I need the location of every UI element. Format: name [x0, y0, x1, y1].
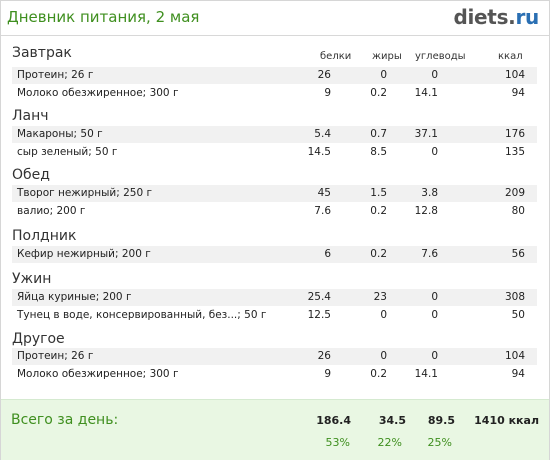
food-carbs: 3.8	[421, 187, 438, 199]
food-row[interactable]: сыр зеленый; 50 г 14.5 8.5 0 135	[12, 144, 537, 161]
food-protein: 45	[317, 187, 331, 199]
diary-header: Дневник питания, 2 мая diets.ru	[1, 1, 549, 36]
day-totals: Всего за день: 186.4 34.5 89.5 1410 ккал…	[1, 399, 549, 460]
food-row[interactable]: Молоко обезжиренное; 300 г 9 0.2 14.1 94	[12, 366, 537, 383]
food-carbs: 0	[431, 291, 438, 303]
food-protein: 5.4	[314, 128, 331, 140]
food-name: Протеин; 26 г	[17, 69, 94, 81]
logo-dot: .	[508, 5, 516, 29]
food-carbs: 12.8	[414, 205, 438, 217]
food-name: Протеин; 26 г	[17, 350, 94, 362]
totals-label: Всего за день:	[11, 412, 119, 428]
food-name: Творог нежирный; 250 г	[17, 187, 152, 199]
col-header-kcal: ккал	[498, 51, 523, 62]
food-row[interactable]: Протеин; 26 г 26 0 0 104	[12, 348, 537, 365]
food-row[interactable]: Тунец в воде, консервированный, без...; …	[12, 307, 537, 324]
col-header-carbs: углеводы	[415, 51, 466, 62]
food-row[interactable]: Протеин; 26 г 26 0 0 104	[12, 67, 537, 84]
food-kcal: 80	[511, 205, 525, 217]
food-kcal: 176	[504, 128, 525, 140]
meal-title: Обед	[12, 167, 50, 183]
meal-title: Другое	[12, 331, 65, 347]
food-carbs: 14.1	[414, 87, 438, 99]
food-fat: 0.7	[370, 128, 387, 140]
food-fat: 0.2	[370, 205, 387, 217]
food-name: валио; 200 г	[17, 205, 86, 217]
meal-title: Завтрак	[12, 45, 72, 61]
protein-percent: 53%	[325, 436, 350, 449]
food-name: Кефир нежирный; 200 г	[17, 248, 151, 260]
food-protein: 26	[317, 69, 331, 81]
food-kcal: 104	[504, 350, 525, 362]
food-kcal: 209	[504, 187, 525, 199]
food-kcal: 94	[511, 368, 525, 380]
food-fat: 8.5	[370, 146, 387, 158]
food-protein: 26	[317, 350, 331, 362]
total-kcal: 1410 ккал	[474, 414, 539, 427]
food-name: Тунец в воде, консервированный, без...; …	[17, 309, 267, 321]
food-fat: 0	[380, 350, 387, 362]
food-fat: 23	[373, 291, 387, 303]
food-protein: 7.6	[314, 205, 331, 217]
col-header-fat: жиры	[372, 51, 402, 62]
food-kcal: 135	[504, 146, 525, 158]
logo-main: diets	[453, 5, 509, 29]
food-name: Яйца куриные; 200 г	[17, 291, 132, 303]
food-kcal: 50	[511, 309, 525, 321]
meal-title: Полдник	[12, 228, 77, 244]
food-fat: 1.5	[370, 187, 387, 199]
fat-percent: 22%	[377, 436, 402, 449]
food-row[interactable]: Кефир нежирный; 200 г 6 0.2 7.6 56	[12, 246, 537, 263]
food-protein: 14.5	[307, 146, 331, 158]
food-row[interactable]: Молоко обезжиренное; 300 г 9 0.2 14.1 94	[12, 85, 537, 102]
food-carbs: 37.1	[414, 128, 438, 140]
food-protein: 9	[324, 368, 331, 380]
food-name: Молоко обезжиренное; 300 г	[17, 368, 179, 380]
food-row[interactable]: Макароны; 50 г 5.4 0.7 37.1 176	[12, 126, 537, 143]
food-protein: 25.4	[307, 291, 331, 303]
food-carbs: 7.6	[421, 248, 438, 260]
food-kcal: 308	[504, 291, 525, 303]
site-logo[interactable]: diets.ru	[453, 5, 539, 29]
food-row[interactable]: Творог нежирный; 250 г 45 1.5 3.8 209	[12, 185, 537, 202]
total-protein: 186.4	[316, 414, 351, 427]
col-header-protein: белки	[320, 51, 352, 62]
meal-title: Ужин	[12, 271, 52, 287]
food-row[interactable]: валио; 200 г 7.6 0.2 12.8 80	[12, 203, 537, 220]
food-protein: 6	[324, 248, 331, 260]
food-carbs: 0	[431, 146, 438, 158]
food-kcal: 94	[511, 87, 525, 99]
food-fat: 0.2	[370, 368, 387, 380]
food-carbs: 14.1	[414, 368, 438, 380]
food-fat: 0.2	[370, 87, 387, 99]
total-carbs: 89.5	[427, 414, 455, 427]
food-name: Молоко обезжиренное; 300 г	[17, 87, 179, 99]
food-kcal: 56	[511, 248, 525, 260]
food-carbs: 0	[431, 309, 438, 321]
food-fat: 0	[380, 309, 387, 321]
food-name: Макароны; 50 г	[17, 128, 103, 140]
food-fat: 0	[380, 69, 387, 81]
food-row[interactable]: Яйца куриные; 200 г 25.4 23 0 308	[12, 289, 537, 306]
food-protein: 9	[324, 87, 331, 99]
carbs-percent: 25%	[427, 436, 452, 449]
food-name: сыр зеленый; 50 г	[17, 146, 118, 158]
food-kcal: 104	[504, 69, 525, 81]
total-fat: 34.5	[378, 414, 406, 427]
food-fat: 0.2	[370, 248, 387, 260]
food-carbs: 0	[431, 350, 438, 362]
meal-title: Ланч	[12, 108, 49, 124]
page-title: Дневник питания, 2 мая	[7, 8, 200, 26]
food-protein: 12.5	[307, 309, 331, 321]
food-carbs: 0	[431, 69, 438, 81]
logo-tld: ru	[515, 5, 539, 29]
